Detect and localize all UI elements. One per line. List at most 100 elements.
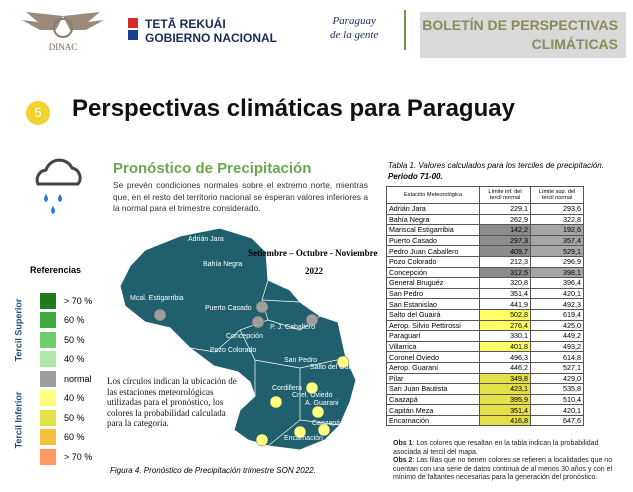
- legend-label: 60 %: [64, 315, 85, 326]
- legend-label: 50 %: [64, 334, 85, 345]
- station-marker: [269, 395, 283, 409]
- lower-cell: 349,8: [478, 372, 532, 385]
- station-cell: Pozo Colorado: [386, 255, 480, 268]
- obs: Obs 2: Las filas que no tienen colores s…: [393, 457, 618, 483]
- lower-cell: 351,4: [478, 287, 532, 300]
- station-label: Salto del Guairá: [310, 364, 360, 371]
- table-row: Caazapá 395,9 510,4: [386, 393, 584, 406]
- station-marker: [317, 423, 331, 437]
- header-cell: Límite inf. del tercil normal: [478, 186, 532, 204]
- upper-cell: 420,1: [530, 404, 584, 416]
- station-label: Encarnación: [284, 435, 323, 442]
- station-marker: [251, 315, 265, 329]
- section-number: 5: [26, 101, 50, 125]
- upper-cell: 493,2: [530, 340, 584, 353]
- period-year: 2022: [305, 266, 324, 276]
- lower-cell: 212,3: [478, 255, 532, 268]
- section-title: Perspectivas climáticas para Paraguay: [72, 95, 515, 122]
- legend-swatch: [40, 429, 56, 446]
- station-marker: [305, 381, 319, 395]
- station-marker: [293, 425, 307, 439]
- station-cell: Caazapá: [386, 393, 480, 406]
- figure-caption: Figura 4. Pronóstico de Precipitación tr…: [110, 466, 316, 475]
- upper-cell: 492,3: [530, 298, 584, 310]
- station-cell: Villarrica: [386, 340, 480, 353]
- upper-cell: 527,1: [530, 361, 584, 374]
- station-cell: Aerop. Silvio Pettirossi: [386, 319, 480, 332]
- lower-cell: 312,5: [478, 266, 532, 279]
- lower-cell: 423,1: [478, 383, 532, 395]
- table-caption-block: Tabla 1. Valores calculados para los ter…: [388, 160, 604, 182]
- period: Setiembre – Octubre - Noviembre: [248, 248, 377, 258]
- station-label: Bahía Negra: [203, 261, 242, 268]
- upper-cell: 535,8: [530, 383, 584, 395]
- flag-blue: [128, 30, 138, 40]
- legend-title: Referencias: [30, 265, 82, 275]
- station-cell: San Estanislao: [386, 298, 480, 310]
- station-cell: Puerto Casado: [386, 234, 480, 247]
- lower-cell: 502,8: [478, 308, 532, 321]
- slogan-line: de la gente: [330, 29, 379, 41]
- legend-lower-label: Tercil Inferior: [13, 391, 24, 449]
- station-cell: General Bruguéz: [386, 277, 480, 289]
- lower-cell: 496,3: [478, 351, 532, 363]
- table-row: Encarnación 416,8 647,6: [386, 414, 584, 427]
- station-cell: Encarnación: [386, 414, 480, 427]
- divider: [404, 10, 406, 50]
- station-label: Puerto Casado: [205, 305, 252, 312]
- forecast-title: Pronóstico de Precipitación: [113, 160, 312, 177]
- obs-text: : Los colores que resaltan en la tabla i…: [393, 440, 599, 456]
- station-cell: Aerop. Guaraní: [386, 361, 480, 374]
- gov-line: TETÃ REKUÁI: [145, 17, 226, 31]
- table-row: Aerop. Guaraní 446,2 527,1: [386, 361, 584, 374]
- legend-item: 60 %: [40, 311, 92, 331]
- station-cell: Pilar: [386, 372, 480, 385]
- legend-swatch: [40, 448, 56, 465]
- upper-cell: 614,8: [530, 351, 584, 363]
- table-row: Capitán Meza 351,4 420,1: [386, 404, 584, 416]
- bulletin-box: BOLETÍN DE PERSPECTIVAS CLIMÁTICAS: [420, 12, 626, 58]
- table-row: Salto del Guairá 502,8 619,4: [386, 308, 584, 321]
- lower-cell: 229,1: [478, 203, 532, 215]
- legend-item: 40 %: [40, 389, 92, 409]
- station-cell: Mariscal Estigarribia: [386, 224, 480, 236]
- legend-item: 50 %: [40, 330, 92, 350]
- header-cell: Límite sup. del tercil normal: [530, 186, 584, 204]
- station-cell: Bahía Negra: [386, 213, 480, 226]
- lower-cell: 441,9: [478, 298, 532, 310]
- legend-label: normal: [64, 373, 92, 384]
- upper-cell: 357,4: [530, 234, 584, 247]
- station-cell: San Pedro: [386, 287, 480, 300]
- lower-cell: 446,2: [478, 361, 532, 374]
- table-row: Pedro Juan Caballero 409,7 529,1: [386, 245, 584, 257]
- station-label: San Pedro: [284, 357, 317, 364]
- station-cell: Concepción: [386, 266, 480, 279]
- legend-swatch: [40, 370, 56, 387]
- legend-label: > 70 %: [64, 295, 93, 306]
- obs-label: Obs 2: [393, 457, 413, 465]
- table-row: Concepción 312,5 398,1: [386, 266, 584, 279]
- upper-cell: 192,6: [530, 224, 584, 236]
- header-cell: Estación Meteorológica: [386, 186, 480, 204]
- station-marker: [255, 300, 269, 314]
- legend-upper: Tercil Superior: [6, 295, 30, 365]
- table-row: San Estanislao 441,9 492,3: [386, 298, 584, 310]
- flag-red: [128, 18, 138, 28]
- table-caption: Tabla 1. Valores calculados para los ter…: [388, 161, 604, 170]
- station-cell: Adrián Jara: [386, 203, 480, 215]
- upper-cell: 398,1: [530, 266, 584, 279]
- station-marker: [255, 433, 269, 447]
- legend-upper-label: Tercil Superior: [13, 298, 24, 362]
- logo-text: DINAC: [49, 42, 78, 52]
- upper-cell: 429,0: [530, 372, 584, 385]
- station-cell: San Juan Bautista: [386, 383, 480, 395]
- legend-label: > 70 %: [64, 451, 93, 462]
- station-cell: Paraguarí: [386, 330, 480, 342]
- legend-swatch: [40, 351, 56, 368]
- lower-cell: 416,8: [478, 414, 532, 427]
- bulletin-line: CLIMÁTICAS: [531, 36, 618, 52]
- legend-item: 40 %: [40, 350, 92, 370]
- legend-label: 50 %: [64, 412, 85, 423]
- bulletin-line: BOLETÍN DE PERSPECTIVAS: [422, 17, 618, 33]
- lower-cell: 276,4: [478, 319, 532, 332]
